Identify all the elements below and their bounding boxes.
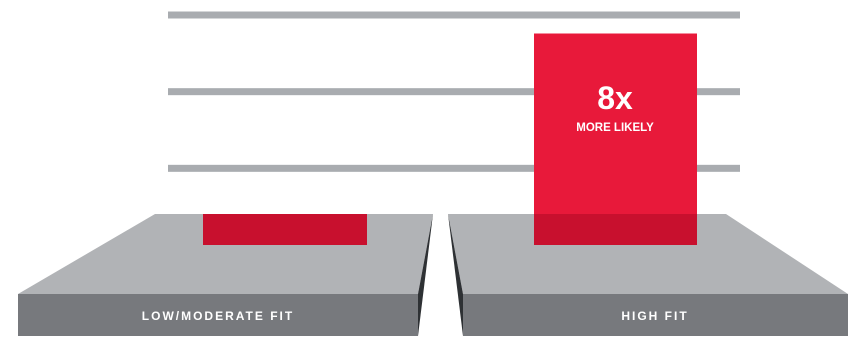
bar-sub-label: MORE LIKELY	[576, 122, 654, 134]
platform-front-right	[463, 294, 848, 336]
category-label-high-fit: HIGH FIT	[621, 309, 688, 323]
gridline-2	[168, 88, 740, 96]
platform-front-left	[18, 294, 418, 336]
bar-high-fit	[534, 33, 697, 214]
gridline-1	[168, 164, 740, 172]
platform-side-left	[418, 214, 433, 336]
bar-base-high-fit	[534, 214, 697, 245]
gridlines	[168, 11, 740, 172]
bar-value-label: 8x	[597, 80, 633, 116]
bars	[203, 33, 697, 245]
gridline-3	[168, 11, 740, 19]
bar-base-low-moderate-fit	[203, 214, 367, 245]
category-label-low-moderate-fit: LOW/MODERATE FIT	[142, 309, 294, 323]
platform-side-right	[448, 214, 463, 336]
